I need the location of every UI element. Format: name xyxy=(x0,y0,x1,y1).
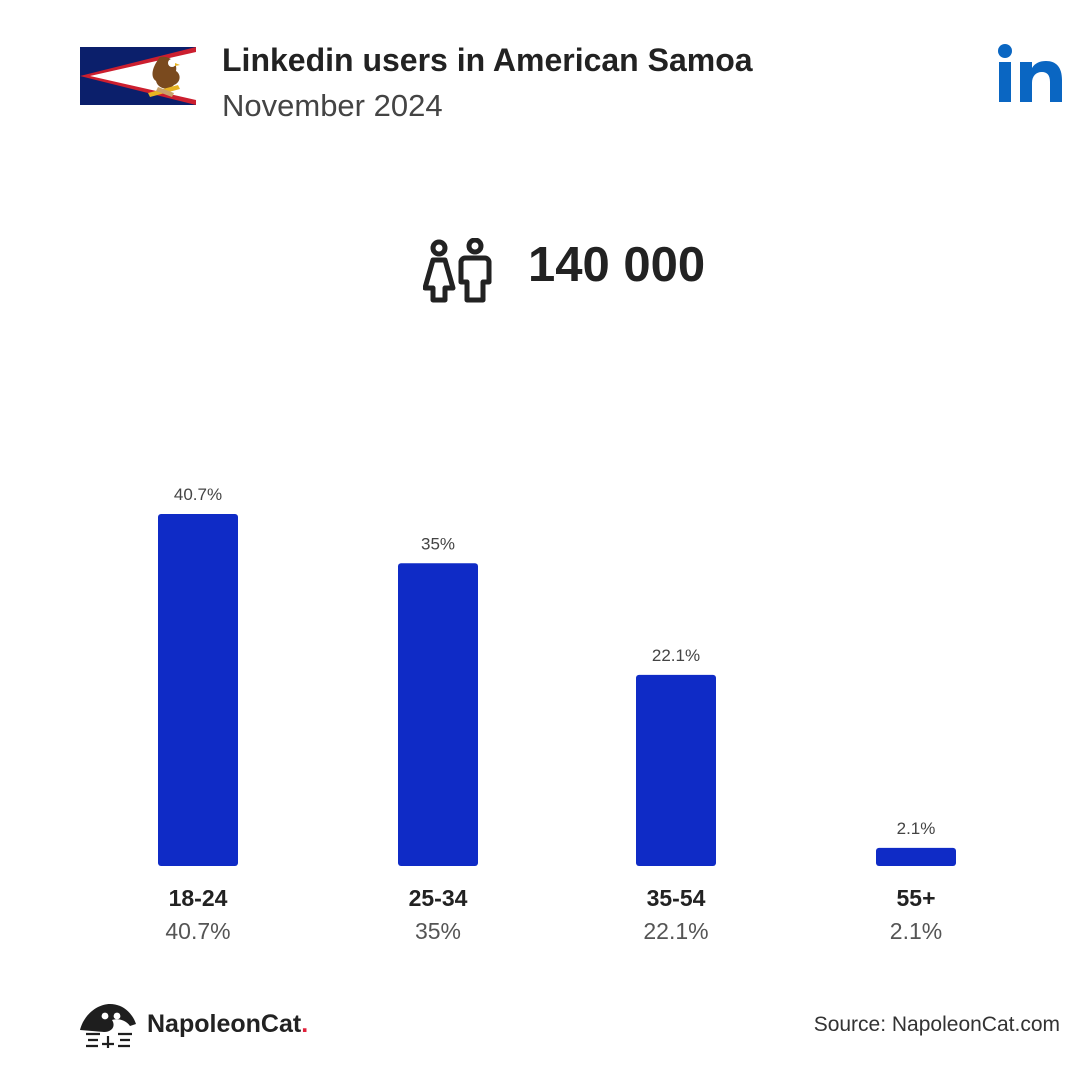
users-icon xyxy=(423,238,492,303)
american-samoa-flag-icon xyxy=(80,47,196,105)
napoleoncat-logo-icon xyxy=(80,1004,136,1048)
bar-value-label: 40.7% xyxy=(174,485,222,504)
page-title: Linkedin users in American Samoa xyxy=(222,42,753,78)
category-label: 25-34 xyxy=(409,885,468,911)
bar-35-54 xyxy=(636,674,716,866)
bar-value-label: 35% xyxy=(421,534,455,553)
bar-value-label: 2.1% xyxy=(897,819,936,838)
category-percent-label: 40.7% xyxy=(165,918,230,944)
brand-name-text: NapoleonCat xyxy=(147,1010,302,1038)
category-percent-label: 22.1% xyxy=(643,918,708,944)
bar-55+ xyxy=(876,847,956,866)
total-users-value: 140 000 xyxy=(528,238,706,292)
bar-25-34 xyxy=(398,563,478,866)
linkedin-logo-icon xyxy=(998,44,1062,102)
bar-18-24 xyxy=(158,514,238,866)
brand-dot: . xyxy=(301,1010,309,1038)
category-label: 55+ xyxy=(896,885,935,911)
page-subtitle: November 2024 xyxy=(222,88,443,123)
category-label: 35-54 xyxy=(647,885,706,911)
category-percent-label: 35% xyxy=(415,918,461,944)
bar-value-label: 22.1% xyxy=(652,646,700,665)
source-text: Source: NapoleonCat.com xyxy=(813,1013,1060,1036)
category-label: 18-24 xyxy=(169,885,228,911)
category-percent-label: 2.1% xyxy=(890,918,942,944)
brand-name: NapoleonCat. xyxy=(147,1010,308,1039)
